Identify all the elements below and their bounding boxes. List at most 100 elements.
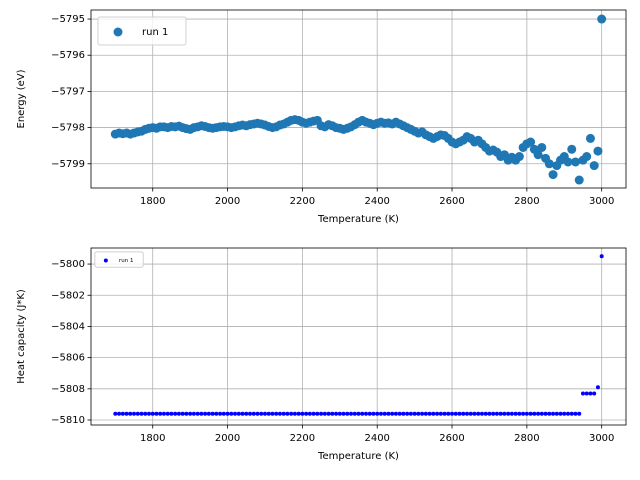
data-point (165, 411, 170, 416)
data-point (498, 411, 503, 416)
data-point (526, 137, 536, 147)
legend-marker (113, 27, 123, 37)
data-point (214, 411, 219, 416)
data-point (494, 411, 499, 416)
x-tick-label: 1800 (140, 433, 165, 444)
data-point (539, 411, 544, 416)
x-tick-label: 2600 (439, 196, 464, 207)
x-tick-label: 3000 (589, 433, 614, 444)
data-point (563, 157, 573, 167)
data-point (582, 152, 592, 162)
data-point (562, 411, 567, 416)
data-point (588, 391, 593, 396)
data-point (554, 411, 559, 416)
y-axis-label: Energy (eV) (16, 69, 27, 128)
x-axis-label: Temperature (K) (317, 214, 399, 225)
data-point (255, 411, 260, 416)
data-point (487, 411, 492, 416)
data-point (345, 411, 350, 416)
legend-marker (103, 258, 108, 263)
y-tick-label: −5810 (51, 415, 85, 426)
data-point (442, 411, 447, 416)
data-point (300, 411, 305, 416)
data-point (203, 411, 208, 416)
data-point (595, 385, 600, 390)
data-point (558, 411, 563, 416)
data-point (543, 411, 548, 416)
legend-label: run 1 (142, 27, 168, 38)
data-point (334, 411, 339, 416)
x-tick-label: 2800 (514, 433, 539, 444)
data-point (120, 411, 125, 416)
data-point (173, 411, 178, 416)
data-point (506, 411, 511, 416)
data-point (548, 170, 558, 180)
data-point (517, 411, 522, 416)
data-point (218, 411, 223, 416)
data-point (188, 411, 193, 416)
data-point (248, 411, 253, 416)
data-point (536, 411, 541, 416)
data-point (180, 411, 185, 416)
data-point (479, 411, 484, 416)
legend-box (97, 16, 187, 46)
data-point (117, 411, 122, 416)
data-point (311, 411, 316, 416)
data-point (375, 411, 380, 416)
y-tick-label: −5806 (51, 353, 85, 364)
data-point (236, 411, 241, 416)
data-point (199, 411, 204, 416)
data-point (427, 411, 432, 416)
x-tick-label: 3000 (589, 196, 614, 207)
data-point (132, 411, 137, 416)
data-point (401, 411, 406, 416)
data-point (124, 411, 129, 416)
data-point (266, 411, 271, 416)
data-point (176, 411, 181, 416)
data-point (289, 411, 294, 416)
data-point (589, 161, 599, 171)
data-point (262, 411, 267, 416)
data-point (597, 14, 607, 24)
data-point (304, 411, 309, 416)
data-point (457, 411, 462, 416)
x-tick-label: 2600 (439, 433, 464, 444)
data-point (405, 411, 410, 416)
data-point (514, 152, 524, 162)
data-point (184, 411, 189, 416)
data-point (349, 411, 354, 416)
data-point (360, 411, 365, 416)
data-point (210, 411, 215, 416)
data-point (528, 411, 533, 416)
data-point (599, 254, 604, 259)
data-point (382, 411, 387, 416)
data-point (244, 411, 249, 416)
data-point (161, 411, 166, 416)
data-point (569, 411, 574, 416)
data-point (143, 411, 148, 416)
data-point (281, 411, 286, 416)
data-point (128, 411, 133, 416)
data-point (352, 411, 357, 416)
data-point (547, 411, 552, 416)
data-point (524, 411, 529, 416)
data-point (319, 411, 324, 416)
data-point (584, 391, 589, 396)
data-point (521, 411, 526, 416)
x-tick-label: 1800 (140, 196, 165, 207)
data-point (233, 411, 238, 416)
data-point (315, 411, 320, 416)
data-point (225, 411, 230, 416)
x-tick-label: 2200 (290, 433, 315, 444)
data-point (592, 391, 597, 396)
data-point (378, 411, 383, 416)
data-point (393, 411, 398, 416)
data-point (468, 411, 473, 416)
axes-frame (90, 247, 627, 426)
data-point (363, 411, 368, 416)
y-axis-label: Heat capacity (J*K) (16, 289, 27, 384)
data-point (386, 411, 391, 416)
data-point (532, 411, 537, 416)
data-point (322, 411, 327, 416)
data-point (195, 411, 200, 416)
